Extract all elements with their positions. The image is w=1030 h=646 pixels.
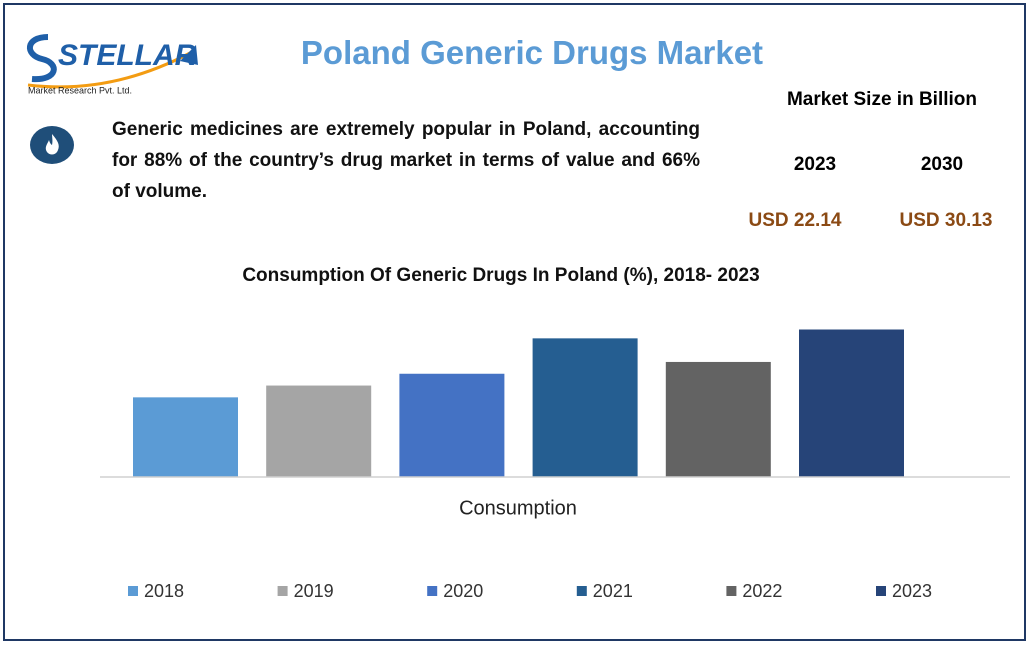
bar (665, 361, 771, 477)
bar (532, 338, 638, 477)
legend-swatch (277, 586, 288, 596)
chart-title: Consumption Of Generic Drugs In Poland (… (242, 265, 759, 286)
description: Generic medicines are extremely popular … (112, 119, 700, 202)
legend-label: 2022 (742, 581, 782, 601)
bar (399, 373, 505, 477)
logo-arrow (180, 45, 198, 65)
legend-swatch (726, 586, 737, 596)
legend-label: 2019 (294, 581, 334, 601)
title: Poland Generic Drugs Market (300, 34, 764, 71)
legend-swatch (876, 586, 886, 596)
legend-label: 2023 (892, 581, 932, 601)
market-value: USD 30.13 (899, 210, 993, 231)
market-value: USD 22.14 (748, 210, 842, 231)
logo-swoosh (27, 51, 191, 89)
legend-swatch (128, 586, 138, 596)
x-tick-label: Consumption (459, 497, 577, 519)
legend-swatch (576, 586, 587, 596)
legend-label: 2021 (593, 581, 633, 601)
legend-swatch (427, 586, 438, 596)
market-size-heading: Market Size in Billion (786, 89, 978, 110)
icon (30, 126, 74, 164)
year: 2030 (920, 154, 964, 175)
bar (799, 329, 904, 477)
legend-label: 2020 (443, 581, 483, 601)
logo: STELLAR Market Research Pvt. Ltd. (27, 34, 198, 95)
logo-name: STELLAR (58, 39, 197, 72)
logo-tagline: Market Research Pvt. Ltd. (28, 85, 132, 95)
bar (133, 397, 238, 477)
bar (266, 385, 372, 477)
year: 2023 (793, 154, 837, 175)
logo-s (27, 34, 57, 83)
frame (3, 3, 1026, 641)
legend-label: 2018 (144, 581, 184, 601)
